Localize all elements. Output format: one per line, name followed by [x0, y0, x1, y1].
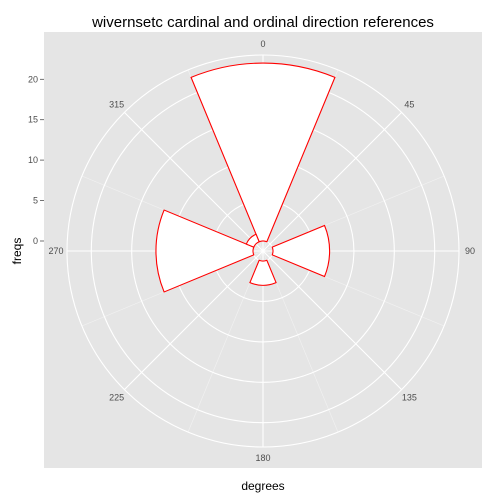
bar-wedge	[245, 233, 260, 248]
radius-tick-label: 15	[28, 115, 38, 125]
grid-major-spoke	[124, 112, 264, 252]
grid-major-spoke	[262, 112, 402, 252]
angle-tick-label: 90	[465, 246, 475, 256]
bar-wedge	[155, 209, 255, 293]
bars-layer	[155, 62, 336, 293]
angle-tick-label: 135	[402, 392, 417, 402]
radius-tick-labels: 0 5 10 15 20	[28, 74, 44, 246]
angle-tick-label: 45	[404, 100, 414, 110]
radius-tick-label: 0	[33, 236, 38, 246]
radius-tick-label: 20	[28, 74, 38, 84]
angle-tick-label: 270	[48, 246, 63, 256]
chart-title: wivernsetc cardinal and ordinal directio…	[91, 14, 434, 31]
grid-major-spoke	[124, 250, 264, 390]
angle-tick-label: 225	[109, 392, 124, 402]
angle-labels: 0 45 90 135 180 225 270 315	[48, 39, 475, 463]
bar-wedge	[271, 224, 331, 278]
bar-wedge	[249, 259, 277, 286]
angle-tick-label: 180	[255, 453, 270, 463]
x-axis-title: degrees	[241, 479, 284, 493]
angle-tick-label: 0	[260, 39, 265, 49]
grid-major-spoke	[262, 250, 402, 390]
y-axis-title: freqs	[10, 238, 24, 265]
radius-tick-label: 5	[33, 196, 38, 206]
bar-wedge	[190, 62, 336, 243]
radius-tick-label: 10	[28, 155, 38, 165]
angle-tick-label: 315	[109, 100, 124, 110]
grid-outer-circle	[66, 54, 460, 448]
